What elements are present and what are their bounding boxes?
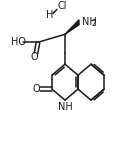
Text: Cl: Cl xyxy=(57,1,67,11)
Text: NH: NH xyxy=(82,17,97,27)
Text: O: O xyxy=(32,84,40,94)
Text: NH: NH xyxy=(58,102,72,112)
Text: O: O xyxy=(30,52,38,62)
Text: HO: HO xyxy=(11,37,25,47)
Text: 2: 2 xyxy=(91,19,96,28)
Polygon shape xyxy=(65,20,79,34)
Text: H: H xyxy=(46,10,54,20)
